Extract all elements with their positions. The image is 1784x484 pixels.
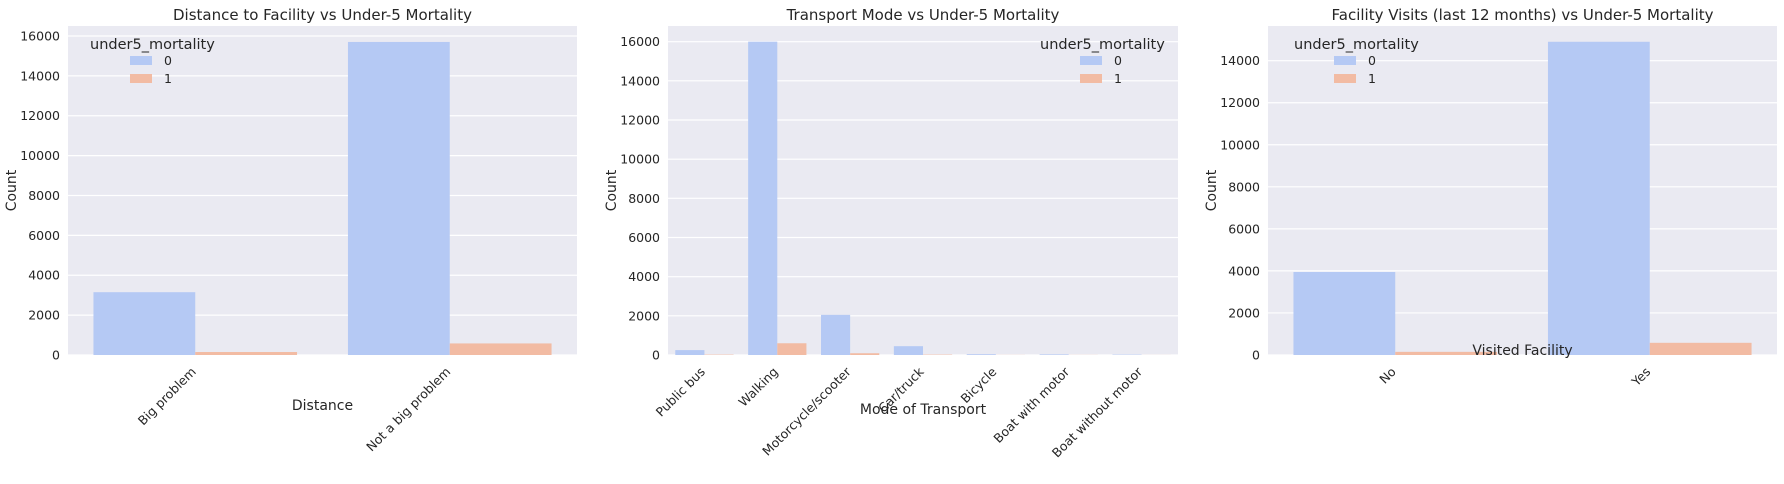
- y-tick-label: 8000: [28, 188, 60, 203]
- x-tick-label: Walking: [735, 364, 780, 409]
- y-tick-label: 0: [1252, 348, 1260, 363]
- y-tick-label: 8000: [1228, 179, 1260, 194]
- legend-swatch: [1334, 56, 1356, 65]
- chart-title: Facility Visits (last 12 months) vs Unde…: [1332, 6, 1714, 24]
- y-tick-label: 2000: [628, 308, 660, 323]
- y-tick-label: 10000: [20, 148, 60, 163]
- chart-title: Transport Mode vs Under-5 Mortality: [786, 6, 1060, 24]
- bar-series-0: [893, 346, 923, 355]
- y-axis-label: Count: [4, 169, 20, 211]
- y-tick-label: 8000: [628, 191, 660, 206]
- x-tick-label: Not a big problem: [363, 364, 453, 454]
- y-tick-label: 16000: [620, 34, 660, 49]
- legend-swatch: [130, 74, 152, 83]
- y-tick-label: 14000: [20, 68, 60, 83]
- y-tick-label: 2000: [1228, 305, 1260, 320]
- legend-swatch: [1080, 74, 1102, 83]
- bar-series-0: [1547, 41, 1650, 355]
- y-tick-label: 14000: [620, 73, 660, 88]
- y-tick-label: 12000: [620, 113, 660, 128]
- y-tick-label: 10000: [1220, 137, 1260, 152]
- y-axis-label: Count: [1204, 169, 1220, 211]
- x-tick-label: No: [1376, 364, 1399, 387]
- y-tick-label: 14000: [1220, 53, 1260, 68]
- legend-title: under5_mortality: [1294, 37, 1419, 53]
- y-tick-label: 6000: [28, 228, 60, 243]
- bar-series-1: [1649, 342, 1752, 355]
- legend-label: 0: [1368, 53, 1376, 68]
- y-tick-label: 0: [52, 348, 60, 363]
- legend-label: 1: [1114, 71, 1122, 86]
- legend-label: 1: [164, 71, 172, 86]
- chart-panel-2: 0 2000 4000 6000 8000 10000 12000 14000 No Yes Fac…: [1204, 6, 1777, 390]
- legend-title: under5_mortality: [90, 37, 215, 53]
- bar-series-0: [1293, 271, 1396, 355]
- legend-swatch: [1080, 56, 1102, 65]
- legend-swatch: [1334, 74, 1356, 83]
- bar-series-1: [449, 343, 552, 355]
- bar-series-0: [821, 314, 851, 355]
- bar-series-1: [777, 343, 807, 355]
- y-tick-label: 12000: [1220, 95, 1260, 110]
- y-tick-label: 2000: [28, 308, 60, 323]
- x-axis-label: Mode of Transport: [860, 402, 987, 418]
- y-tick-label: 16000: [20, 28, 60, 43]
- chart-title: Distance to Facility vs Under-5 Mortalit…: [173, 6, 472, 24]
- x-tick-label: Yes: [1628, 364, 1654, 390]
- x-tick-label: Public bus: [653, 364, 708, 419]
- bar-series-1: [195, 352, 298, 355]
- y-tick-label: 6000: [1228, 221, 1260, 236]
- x-tick-label: Bicycle: [957, 364, 999, 406]
- x-tick-label: Big problem: [135, 364, 199, 428]
- bar-series-0: [93, 292, 196, 355]
- bar-series-0: [347, 41, 450, 356]
- y-tick-label: 10000: [620, 152, 660, 167]
- bar-series-0: [966, 354, 996, 355]
- bar-series-0: [748, 41, 778, 356]
- x-tick-label: Boat with motor: [990, 363, 1072, 445]
- bar-series-1: [850, 353, 880, 355]
- y-tick-label: 0: [652, 348, 660, 363]
- y-tick-label: 12000: [20, 108, 60, 123]
- legend-label: 0: [164, 53, 172, 68]
- y-axis-label: Count: [604, 169, 620, 211]
- bar-series-0: [1039, 354, 1069, 355]
- chart-panel-1: 0 2000 4000 6000 8000 10000 12000 14000 16000 Pub…: [604, 6, 1178, 460]
- legend-title: under5_mortality: [1040, 37, 1165, 53]
- legend-swatch: [130, 56, 152, 65]
- y-tick-label: 4000: [28, 268, 60, 283]
- y-tick-label: 6000: [628, 230, 660, 245]
- bar-series-1: [1395, 351, 1498, 355]
- x-axis-label: Distance: [292, 398, 353, 414]
- legend-label: 1: [1368, 71, 1376, 86]
- legend-label: 0: [1114, 53, 1122, 68]
- x-axis-label: Visited Facility: [1472, 343, 1572, 359]
- y-tick-label: 4000: [628, 269, 660, 284]
- bar-series-0: [675, 350, 705, 355]
- chart-panel-0: 0 2000 4000 6000 8000 10000 12000 14000 16000 Big…: [4, 6, 577, 454]
- y-tick-label: 4000: [1228, 263, 1260, 278]
